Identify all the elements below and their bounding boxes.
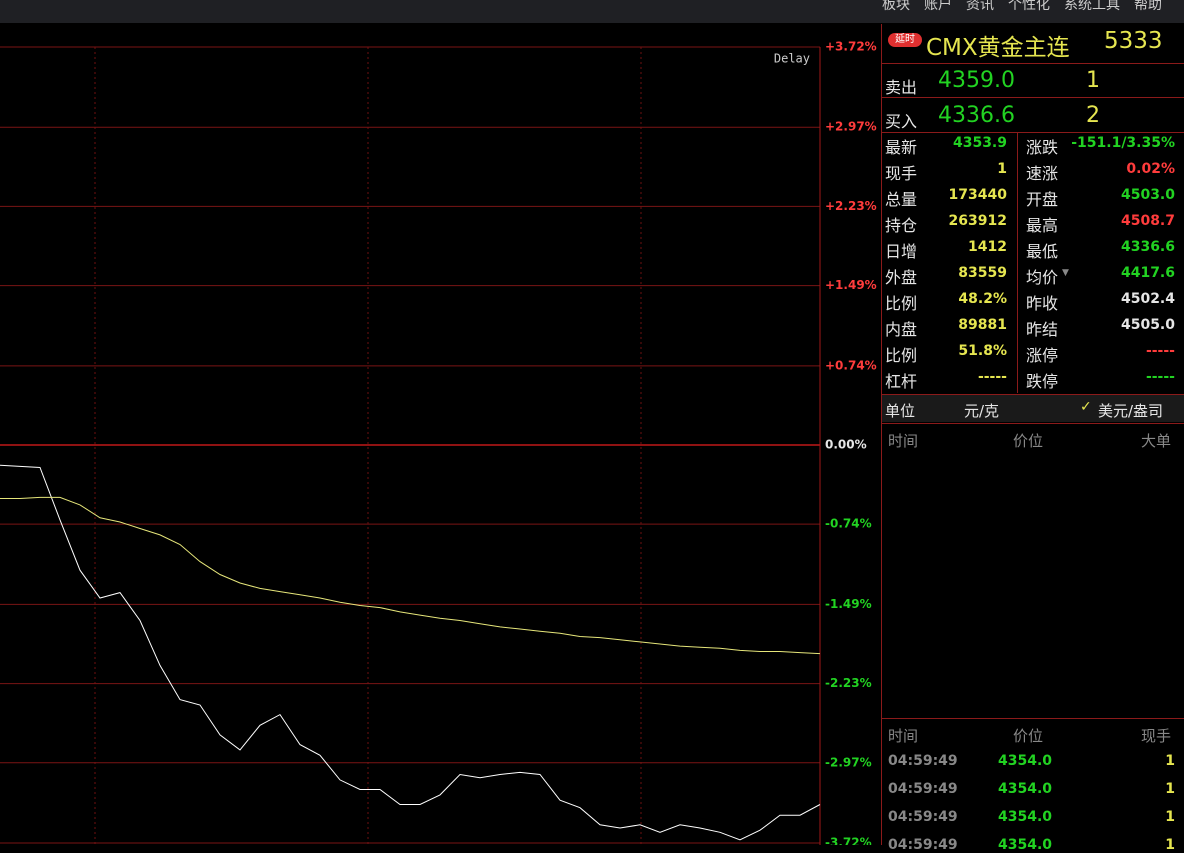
chart: +3.72% +2.97% +2.23% +1.49% +0.74% 0.00% -0.74… <box>0 40 877 846</box>
quote-value: 4336.6 <box>1120 239 1175 255</box>
unit-option[interactable]: 元/克 <box>964 402 1000 420</box>
quote-label: 内盘 <box>885 320 918 339</box>
column-header: 价位 <box>1013 727 1044 745</box>
quote-panel: 延时 CMX黄金主连 5333 卖出 4359.0 1 买入 4336.6 2 … <box>881 24 1184 853</box>
y-tick-label: -2.97% <box>825 755 872 769</box>
top-bar: 板块 账户 资讯 个性化 系统工具 帮助 <box>0 0 1184 23</box>
quote-label: 现手 <box>885 164 918 183</box>
y-tick-label: -1.49% <box>825 597 872 611</box>
menu-item[interactable]: 板块 <box>882 0 910 13</box>
trade-time: 04:59:49 <box>888 753 958 769</box>
price-line <box>0 496 821 655</box>
quote-value: 89881 <box>958 317 1007 333</box>
quote-label: 昨收 <box>1026 294 1059 313</box>
quote-label: 杠杆 <box>885 372 918 391</box>
dropdown-arrow[interactable]: ▼ <box>1062 268 1069 278</box>
trade-qty: 1 <box>1165 837 1175 853</box>
sell-price: 4359.0 <box>938 68 1015 93</box>
quote-value: 1412 <box>968 239 1007 255</box>
quote-value: 83559 <box>958 265 1007 281</box>
delay-badge: 延时 <box>888 33 922 47</box>
quote-value: 4417.6 <box>1120 265 1175 281</box>
quote-value: 4505.0 <box>1120 317 1175 333</box>
unit-bar <box>882 395 1184 422</box>
quote-label: 均价 <box>1026 268 1059 287</box>
menu-item[interactable]: 帮助 <box>1134 0 1162 13</box>
y-tick-label: 0.00% <box>825 438 867 452</box>
y-tick-label: +2.23% <box>825 199 877 213</box>
quote-label: 持仓 <box>885 216 918 235</box>
sell-qty: 1 <box>1086 68 1100 93</box>
y-tick-label: -3.72% <box>825 836 872 846</box>
quote-label: 最低 <box>1026 242 1059 261</box>
quote-label: 比例 <box>885 294 918 313</box>
quote-label: 跌停 <box>1026 372 1059 391</box>
column-header: 大单 <box>1140 432 1171 450</box>
buy-label: 买入 <box>885 112 918 131</box>
buy-qty: 2 <box>1086 103 1100 128</box>
check-icon: ✓ <box>1080 399 1092 415</box>
quote-label: 总量 <box>885 190 918 209</box>
quote-label: 外盘 <box>885 268 918 287</box>
quote-value: 173440 <box>948 187 1007 203</box>
quote-value: 48.2% <box>958 291 1007 307</box>
quote-value: 4508.7 <box>1120 213 1175 229</box>
menu-item[interactable]: 个性化 <box>1008 0 1050 13</box>
y-tick-label: -2.23% <box>825 676 872 690</box>
quote-label: 比例 <box>885 346 918 365</box>
column-header: 价位 <box>1013 432 1044 450</box>
trade-time: 04:59:49 <box>888 781 958 797</box>
trade-price: 4354.0 <box>998 809 1053 825</box>
column-header: 时间 <box>888 432 919 450</box>
quote-value: 263912 <box>948 213 1007 229</box>
quote-value: ----- <box>1145 369 1175 385</box>
trade-price: 4354.0 <box>998 837 1053 853</box>
menu-item[interactable]: 系统工具 <box>1064 0 1120 13</box>
menu-item[interactable]: 资讯 <box>966 0 994 13</box>
buy-price: 4336.6 <box>938 103 1015 128</box>
quote-label: 涨跌 <box>1026 138 1059 157</box>
quote-value: 0.02% <box>1126 161 1175 177</box>
delay-label: Delay <box>774 52 810 66</box>
quote-label: 日增 <box>885 242 918 261</box>
quote-label: 最高 <box>1026 216 1059 235</box>
trade-time: 04:59:49 <box>888 809 958 825</box>
quote-value: 4502.4 <box>1120 291 1175 307</box>
column-header: 时间 <box>888 727 919 745</box>
unit-label: 单位 <box>885 402 916 420</box>
y-tick-label: +3.72% <box>825 40 877 54</box>
quote-label: 昨结 <box>1026 320 1059 339</box>
trade-time: 04:59:49 <box>888 837 958 853</box>
quote-label: 开盘 <box>1026 190 1059 209</box>
quote-value: 1 <box>997 161 1007 177</box>
instrument-title: CMX黄金主连 <box>926 35 1070 61</box>
price-line <box>0 464 821 841</box>
trade-qty: 1 <box>1165 781 1175 797</box>
quote-value: ----- <box>977 369 1007 385</box>
quote-label: 速涨 <box>1026 164 1059 183</box>
instrument-code: 5333 <box>1104 28 1163 54</box>
quote-value: ----- <box>1145 343 1175 359</box>
quote-value: 51.8% <box>958 343 1007 359</box>
sell-label: 卖出 <box>885 78 918 97</box>
quote-label: 最新 <box>885 138 918 157</box>
y-tick-label: -0.74% <box>825 517 872 531</box>
trade-qty: 1 <box>1165 753 1175 769</box>
trade-price: 4354.0 <box>998 753 1053 769</box>
y-tick-label: +1.49% <box>825 278 877 292</box>
trade-qty: 1 <box>1165 809 1175 825</box>
quote-value: -151.1/3.35% <box>1071 135 1175 151</box>
column-header: 现手 <box>1140 727 1171 745</box>
trade-price: 4354.0 <box>998 781 1053 797</box>
menu-item[interactable]: 账户 <box>924 0 952 13</box>
quote-value: 4503.0 <box>1120 187 1175 203</box>
y-tick-label: +0.74% <box>825 358 877 372</box>
y-tick-label: +2.97% <box>825 120 877 134</box>
quote-label: 涨停 <box>1026 346 1059 365</box>
quote-value: 4353.9 <box>952 135 1007 151</box>
unit-option[interactable]: 美元/盎司 <box>1098 402 1164 420</box>
menu: 板块 账户 资讯 个性化 系统工具 帮助 <box>868 0 1162 14</box>
